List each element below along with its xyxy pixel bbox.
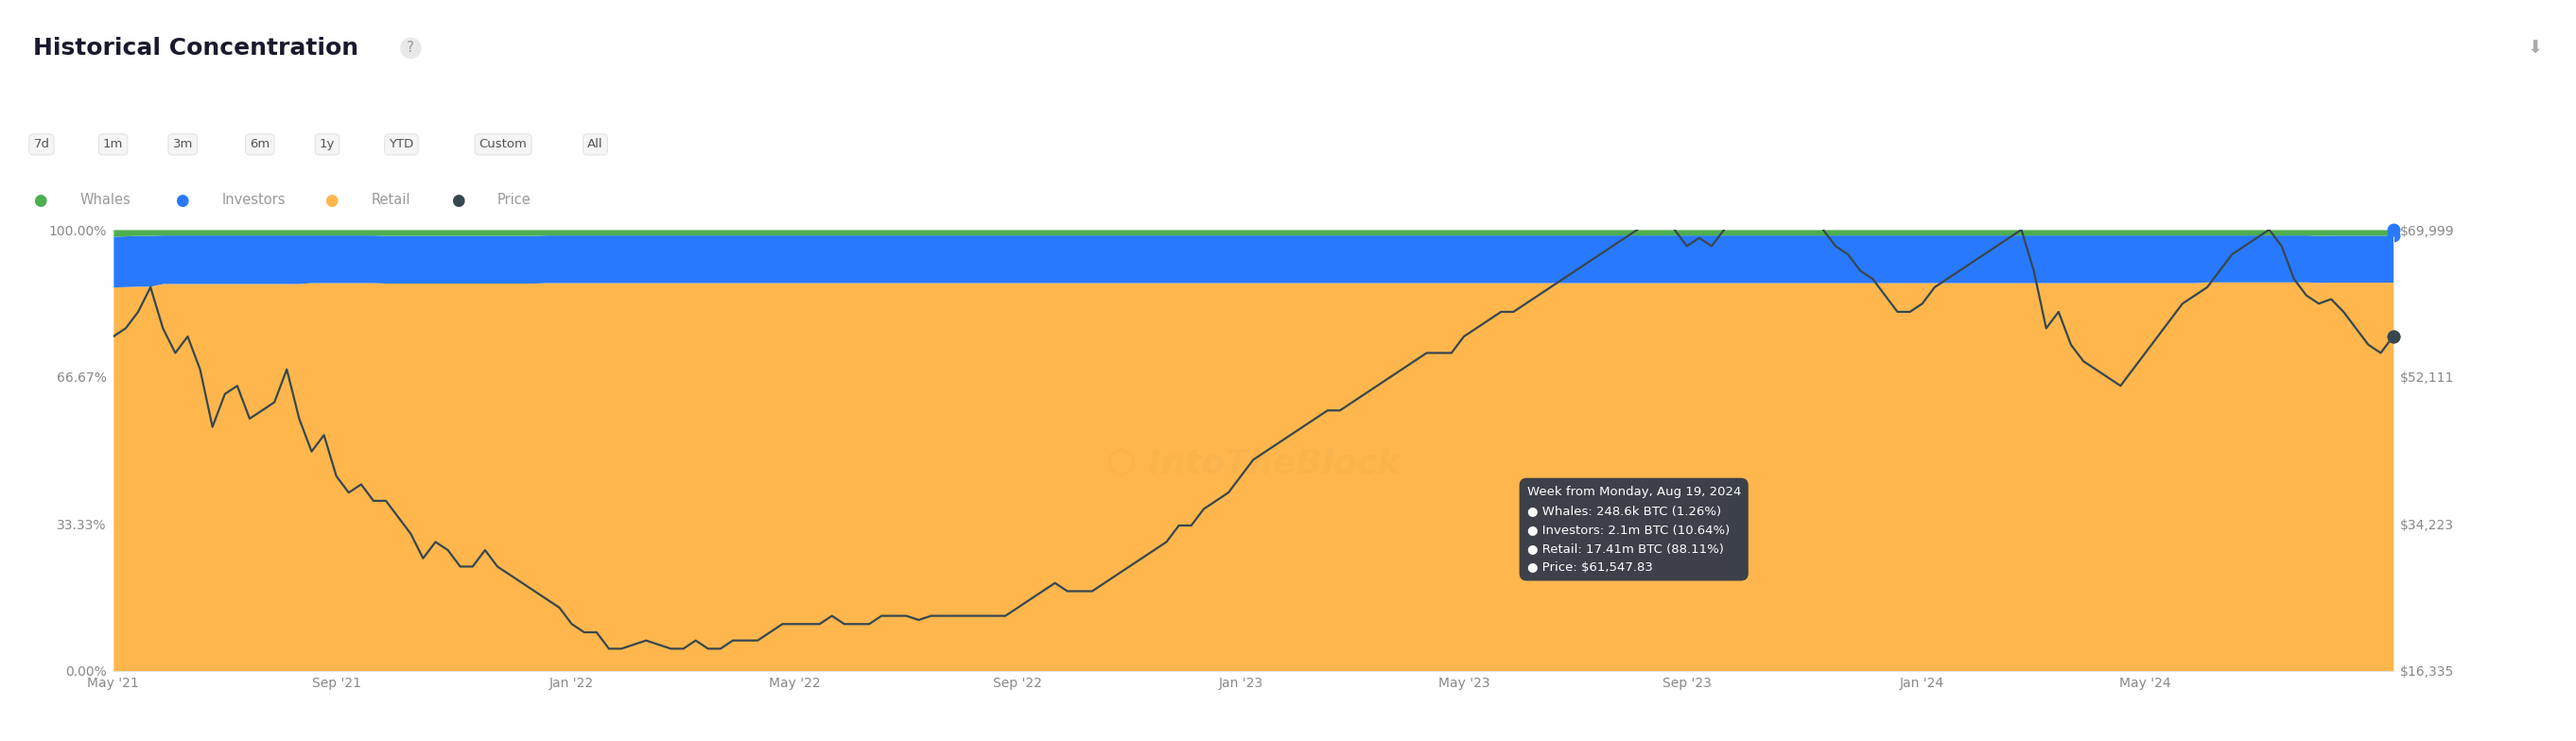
Text: Retail: Retail: [371, 193, 410, 207]
Text: ●: ●: [175, 192, 188, 208]
Text: Price: Price: [497, 193, 531, 207]
Text: 3m: 3m: [173, 139, 193, 150]
Text: YTD: YTD: [389, 139, 415, 150]
Text: ●: ●: [33, 192, 46, 208]
Text: ⬇: ⬇: [2527, 39, 2543, 57]
Text: Whales: Whales: [80, 193, 131, 207]
Text: Investors: Investors: [222, 193, 286, 207]
Text: 7d: 7d: [33, 139, 49, 150]
Text: 6m: 6m: [250, 139, 270, 150]
Text: Custom: Custom: [479, 139, 528, 150]
Text: ?: ?: [407, 41, 415, 56]
Text: ●: ●: [451, 192, 464, 208]
Text: ●: ●: [325, 192, 337, 208]
Text: 1y: 1y: [319, 139, 335, 150]
Text: All: All: [587, 139, 603, 150]
Text: ⬡ IntoTheBlock: ⬡ IntoTheBlock: [1108, 448, 1399, 479]
Text: Week from Monday, Aug 19, 2024
● Whales: 248.6k BTC (1.26%)
● Investors: 2.1m BT: Week from Monday, Aug 19, 2024 ● Whales:…: [1528, 485, 1741, 574]
Text: Historical Concentration: Historical Concentration: [33, 37, 358, 59]
Text: 1m: 1m: [103, 139, 124, 150]
